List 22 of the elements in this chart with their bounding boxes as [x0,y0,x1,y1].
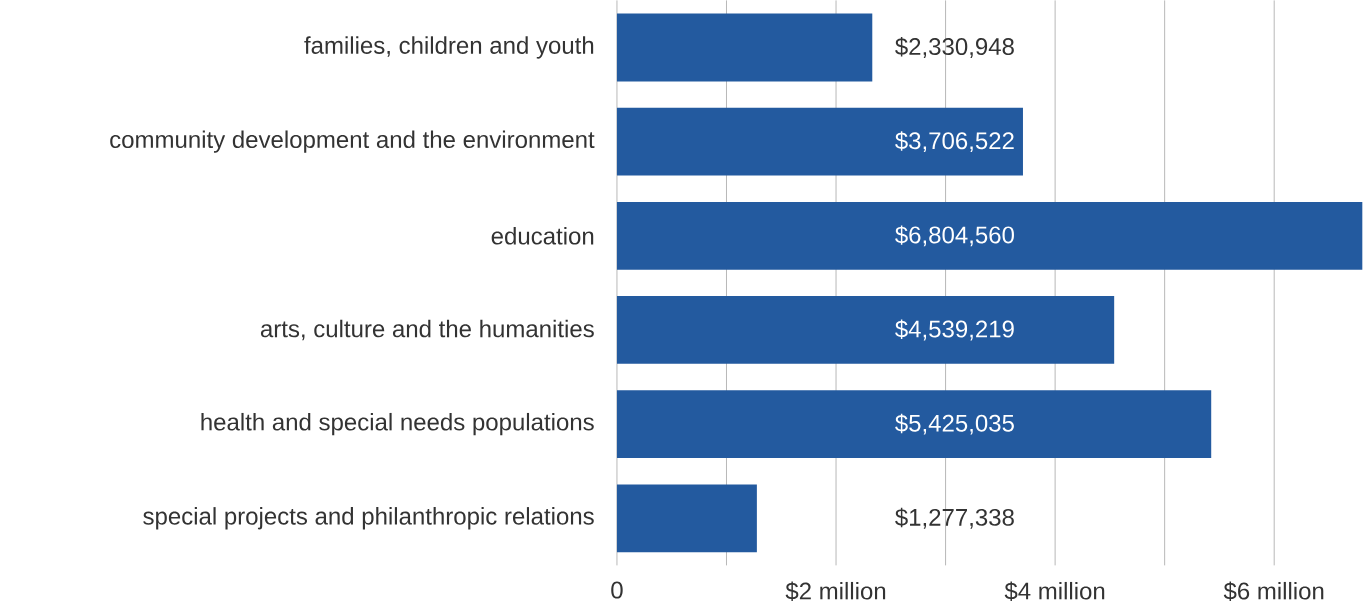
y-tick-label: community development and the environment [110,130,595,153]
y-tick-label: health and special needs populations [201,412,594,436]
data-label: $1,277,338 [895,507,1014,529]
x-tick-label: $2 million [785,581,886,601]
bar [616,484,757,553]
bar [616,13,873,82]
y-tick-label: arts, culture and the humanities [260,319,594,341]
bar [616,295,1115,364]
x-tick-label: $4 million [1004,581,1105,601]
y-tick-label: special projects and philanthropic relations [143,506,594,530]
x-tick-label: 0 [611,581,623,599]
x-tick-label: $6 million [1223,581,1324,601]
bar [616,390,1212,458]
data-label: $3,706,522 [895,131,1014,152]
y-tick-label: education [491,226,594,245]
data-label: $4,539,219 [895,319,1014,341]
bar [616,201,1363,270]
data-label: $5,425,035 [895,413,1014,435]
y-tick-label: families, children and youth [304,36,594,59]
bar [616,107,1023,176]
data-label: $6,804,560 [895,225,1014,247]
data-label: $2,330,948 [895,36,1014,58]
